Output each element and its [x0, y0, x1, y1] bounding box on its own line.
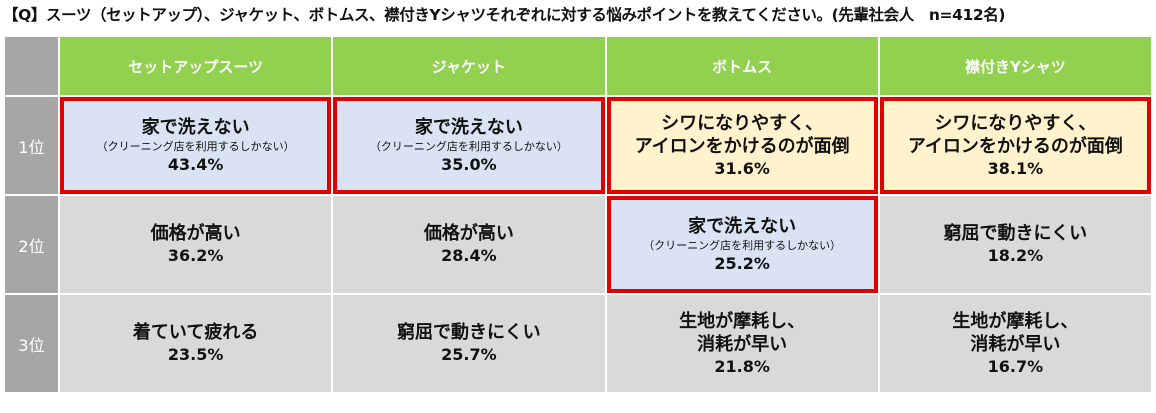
answer-percentage: 25.2% — [714, 253, 770, 273]
table-row: 2位 価格が高い 36.2% 価格が高い 28.4% 家で洗えない （クリーニング店を利用す… — [3, 194, 1154, 295]
answer-text: 窮屈で動きにくい — [943, 223, 1088, 244]
answer-percentage: 21.8% — [714, 356, 770, 376]
answer-percentage: 16.7% — [987, 356, 1044, 376]
answer-text: シワになりやすく、 アイロンをかけるのが面倒 — [634, 112, 850, 157]
table-row: 1位 家で洗えない （クリーニング店を利用するしかない） 43.4% 家で洗えない （クリ… — [3, 95, 1154, 196]
answer-cell: 生地が摩耗し、 消耗が早い 21.8% — [604, 293, 880, 394]
answer-text: 家で洗えない — [141, 116, 250, 138]
column-header: 襟付きYシャツ — [877, 35, 1154, 97]
column-header: ジャケット — [331, 35, 607, 97]
answer-cell: 価格が高い 28.4% — [331, 194, 607, 295]
answer-text: 生地が摩耗し、 消耗が早い — [952, 310, 1079, 355]
answer-text: シワになりやすく、 アイロンをかけるのが面倒 — [907, 112, 1123, 157]
column-header: セットアップスーツ — [57, 35, 334, 97]
page-title: 【Q】スーツ（セットアップ）、ジャケット、ボトムス、襟付きYシャツそれぞれに対す… — [3, 6, 1006, 24]
answer-cell: 価格が高い 36.2% — [57, 194, 334, 295]
ranking-table: セットアップスーツ ジャケット ボトムス 襟付きYシャツ 1位 家で洗えない （クリ… — [3, 35, 1154, 394]
answer-percentage: 31.6% — [714, 158, 770, 178]
answer-cell: 窮屈で動きにくい 25.7% — [331, 293, 607, 394]
answer-cell: 着ていて疲れる 23.5% — [57, 293, 334, 394]
answer-percentage: 18.2% — [987, 246, 1044, 265]
answer-percentage: 28.4% — [441, 246, 497, 265]
answer-percentage: 43.4% — [167, 154, 224, 174]
highlighted-answer-cell: シワになりやすく、 アイロンをかけるのが面倒 38.1% — [877, 95, 1154, 196]
header-row: セットアップスーツ ジャケット ボトムス 襟付きYシャツ — [3, 35, 1154, 97]
answer-text: 価格が高い — [150, 223, 241, 244]
answer-note: （クリーニング店を利用するしかない） — [369, 139, 568, 153]
answer-note: （クリーニング店を利用するしかない） — [643, 238, 842, 252]
rank-label: 1位 — [3, 95, 60, 196]
rank-label: 3位 — [3, 293, 60, 394]
answer-text: 家で洗えない — [414, 116, 523, 138]
answer-percentage: 36.2% — [167, 246, 224, 265]
answer-note: （クリーニング店を利用するしかない） — [96, 139, 295, 153]
answer-text: 着ていて疲れる — [132, 322, 259, 343]
answer-percentage: 35.0% — [441, 154, 497, 174]
answer-text: 窮屈で動きにくい — [397, 322, 541, 343]
highlighted-answer-cell: 家で洗えない （クリーニング店を利用するしかない） 43.4% — [57, 95, 334, 196]
highlighted-answer-cell: シワになりやすく、 アイロンをかけるのが面倒 31.6% — [604, 95, 880, 196]
table-body: 1位 家で洗えない （クリーニング店を利用するしかない） 43.4% 家で洗えない （クリ… — [3, 95, 1154, 394]
table-row: 3位 着ていて疲れる 23.5% 窮屈で動きにくい 25.7% 生地が摩耗し、 消耗が早い… — [3, 293, 1154, 394]
answer-percentage: 25.7% — [441, 345, 497, 364]
answer-cell: 窮屈で動きにくい 18.2% — [877, 194, 1154, 295]
answer-text: 家で洗えない — [688, 215, 797, 237]
highlighted-answer-cell: 家で洗えない （クリーニング店を利用するしかない） 35.0% — [331, 95, 607, 196]
answer-percentage: 38.1% — [987, 158, 1044, 178]
corner-cell — [3, 35, 60, 97]
rank-label: 2位 — [3, 194, 60, 295]
answer-cell: 生地が摩耗し、 消耗が早い 16.7% — [877, 293, 1154, 394]
answer-percentage: 23.5% — [167, 345, 224, 364]
column-header: ボトムス — [604, 35, 880, 97]
answer-text: 生地が摩耗し、 消耗が早い — [679, 310, 806, 355]
answer-text: 価格が高い — [423, 223, 514, 244]
highlighted-answer-cell: 家で洗えない （クリーニング店を利用するしかない） 25.2% — [604, 194, 880, 295]
